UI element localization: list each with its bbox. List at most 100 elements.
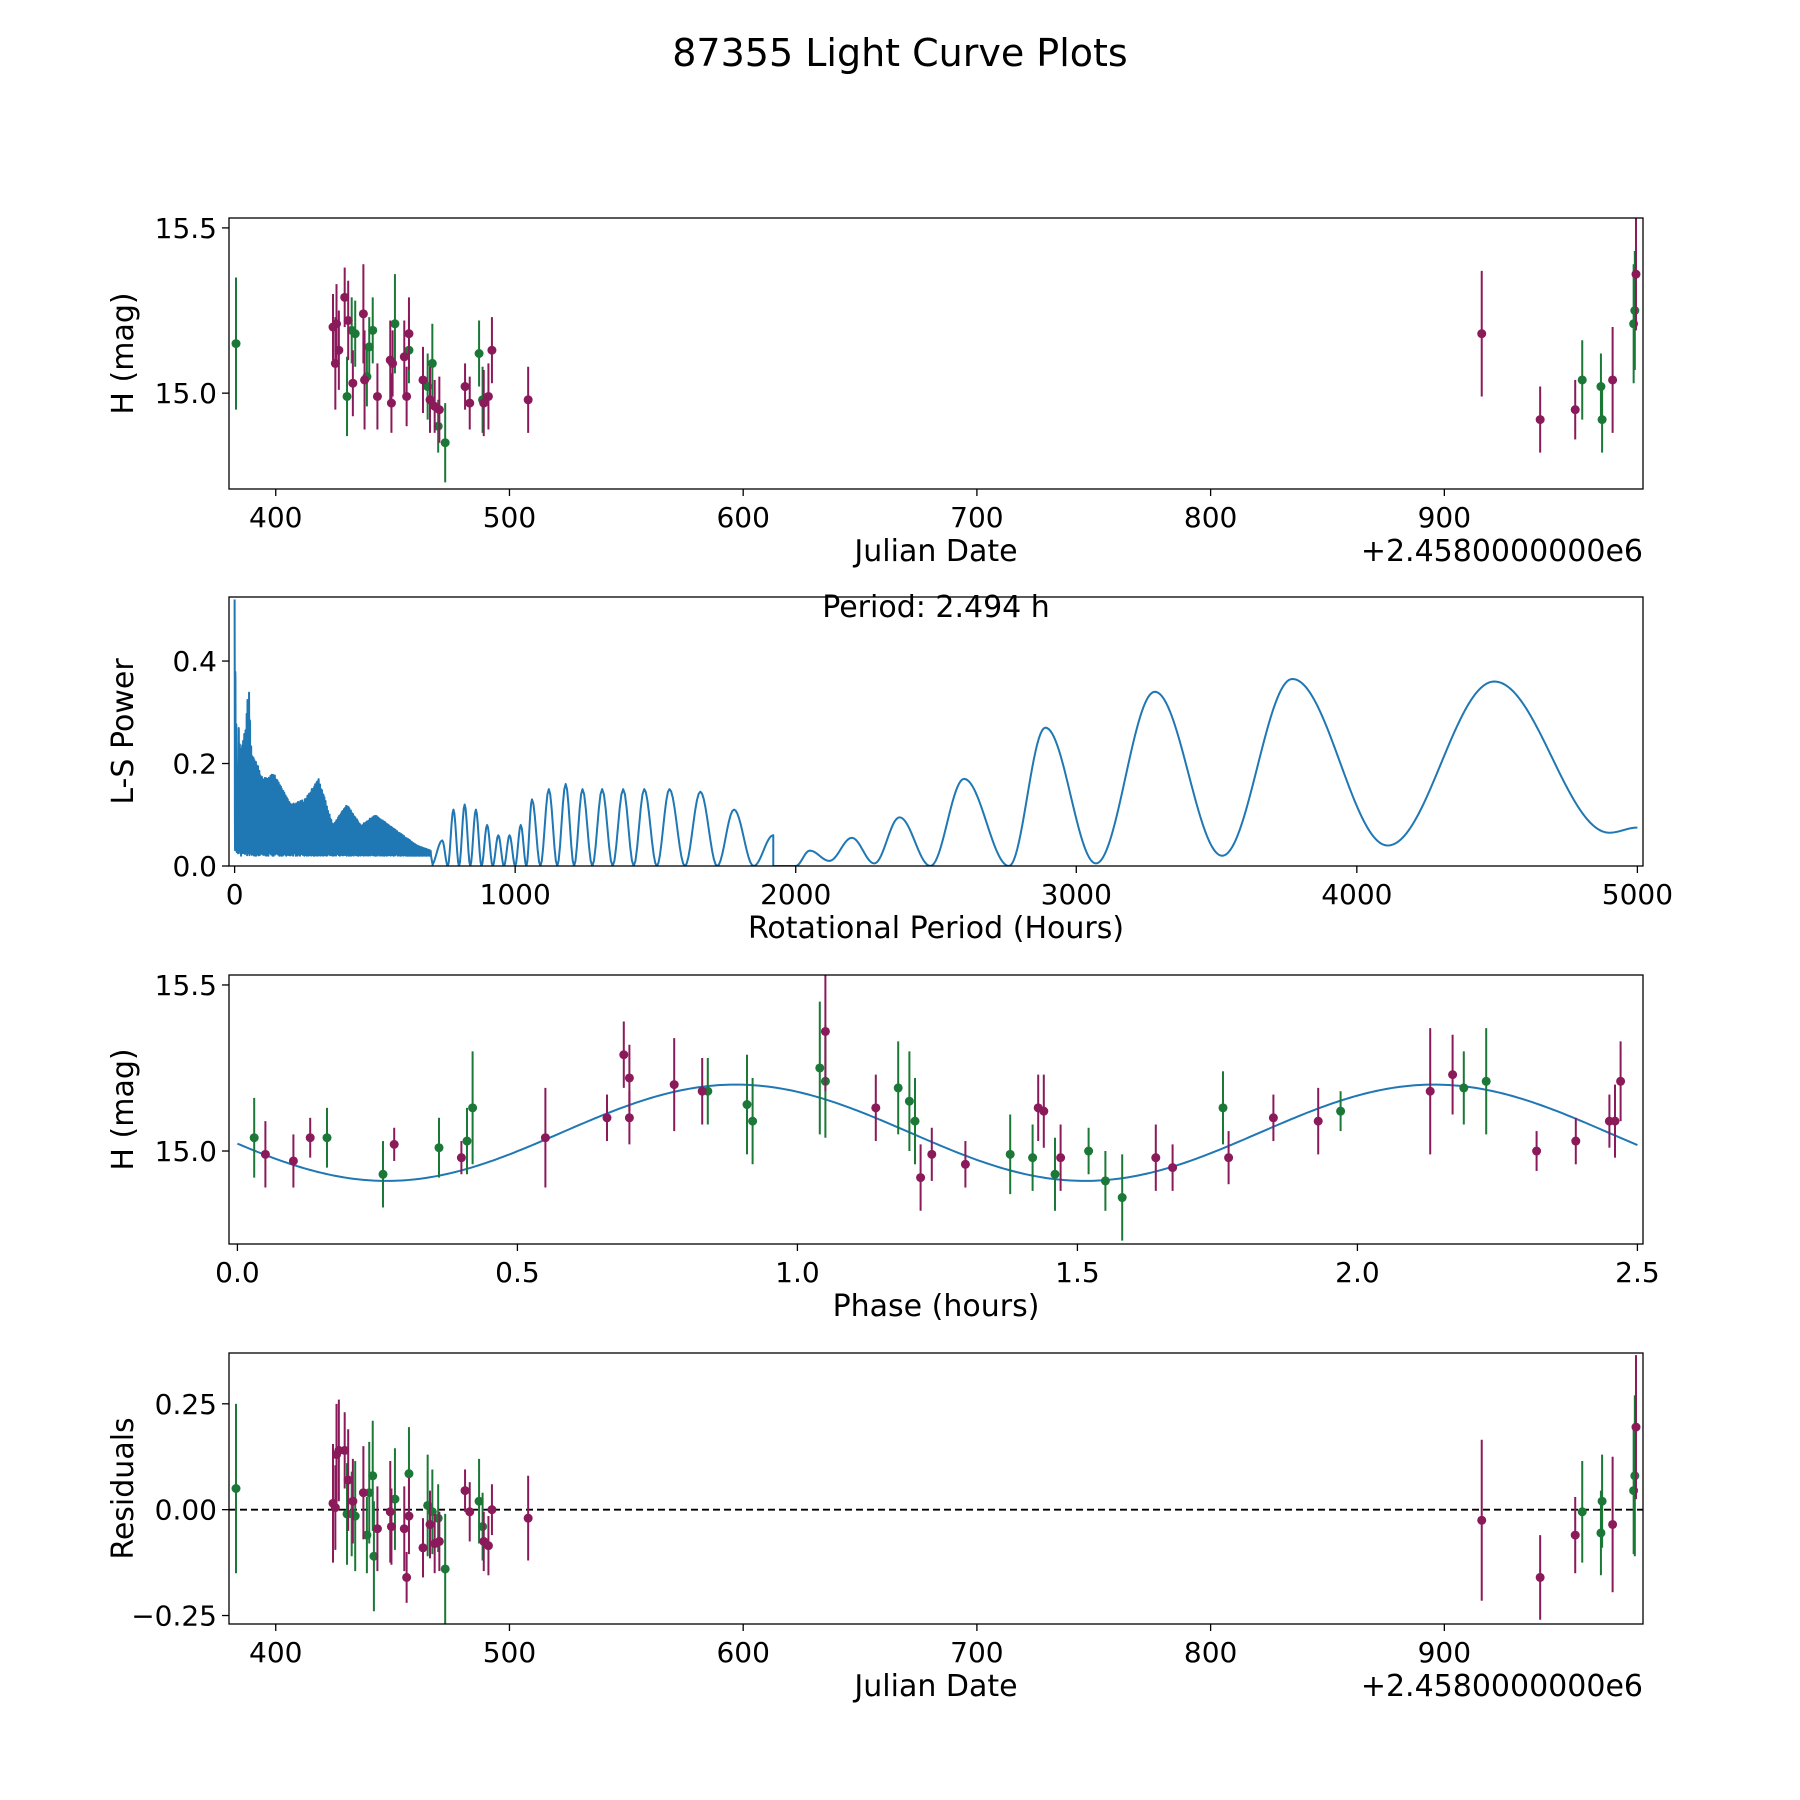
data-point xyxy=(523,1513,533,1523)
data-point xyxy=(249,1133,259,1143)
x-tick-label: 700 xyxy=(950,501,1003,534)
x-tick-label: 0 xyxy=(226,878,244,911)
x-tick-label: 600 xyxy=(716,1636,769,1669)
data-point xyxy=(871,1103,881,1113)
plot-frame xyxy=(228,1352,1644,1625)
data-point xyxy=(465,398,475,408)
data-point xyxy=(523,395,533,405)
x-offset-text: +2.4580000000e6 xyxy=(1361,1669,1643,1704)
x-tick-label: 1000 xyxy=(480,878,551,911)
data-point xyxy=(440,1564,450,1574)
data-point xyxy=(340,292,350,302)
data-point xyxy=(386,1522,396,1532)
data-point xyxy=(624,1073,634,1083)
data-point xyxy=(402,391,412,401)
data-point xyxy=(330,358,340,368)
data-point xyxy=(1616,1076,1626,1086)
data-point xyxy=(360,375,370,385)
data-point xyxy=(468,1103,478,1113)
data-point xyxy=(1151,1153,1161,1163)
data-point xyxy=(904,1096,914,1106)
y-tick-label: 0.00 xyxy=(155,1494,217,1527)
data-point xyxy=(1596,1528,1606,1538)
x-tick-label: 600 xyxy=(716,501,769,534)
x-tick-label: 2.0 xyxy=(1335,1256,1380,1289)
x-tick-label: 800 xyxy=(1184,501,1237,534)
data-point xyxy=(1631,269,1641,279)
data-point xyxy=(433,421,443,431)
data-point xyxy=(1039,1106,1049,1116)
data-point xyxy=(479,398,489,408)
y-tick-label: 15.5 xyxy=(155,212,217,245)
data-point xyxy=(1610,1116,1620,1126)
data-point xyxy=(322,1133,332,1143)
x-tick-label: 2.5 xyxy=(1615,1256,1660,1289)
data-point xyxy=(1532,1146,1542,1156)
data-point xyxy=(389,1139,399,1149)
data-point xyxy=(893,1083,903,1093)
data-point xyxy=(474,1496,484,1506)
x-tick-label: 400 xyxy=(249,1636,302,1669)
data-point xyxy=(1570,1530,1580,1540)
lightcurve-panel: 400 500 600 700 800 900 15.0 15.5 Julian Date H (… xyxy=(106,212,1655,569)
data-point xyxy=(1084,1146,1094,1156)
data-point xyxy=(1596,382,1606,392)
y-tick-label: 15.0 xyxy=(155,1135,217,1168)
data-point xyxy=(487,345,497,355)
data-point xyxy=(1646,346,1655,355)
x-tick-label: 900 xyxy=(1418,501,1471,534)
data-point xyxy=(460,382,470,392)
data-point xyxy=(433,1513,443,1523)
data-point xyxy=(440,438,450,448)
data-point xyxy=(404,329,414,339)
data-point xyxy=(343,315,353,325)
data-point xyxy=(916,1173,926,1183)
data-point xyxy=(1630,306,1640,316)
data-point xyxy=(1336,1106,1346,1116)
data-point xyxy=(1056,1153,1066,1163)
data-point xyxy=(1535,1572,1545,1582)
data-point xyxy=(1168,1163,1178,1173)
data-point xyxy=(1535,415,1545,425)
y-axis-label: Residuals xyxy=(106,1417,141,1559)
data-point xyxy=(1571,1136,1581,1146)
data-point xyxy=(462,1136,472,1146)
x-tick-label: 3000 xyxy=(1041,878,1112,911)
data-point xyxy=(1050,1169,1060,1179)
x-tick-label: 900 xyxy=(1418,1636,1471,1669)
data-point xyxy=(390,319,400,329)
data-layer xyxy=(231,1355,1641,1624)
x-tick-label: 1.0 xyxy=(775,1256,820,1289)
data-point xyxy=(1459,1083,1469,1093)
data-point xyxy=(368,1471,378,1481)
data-point xyxy=(399,1524,409,1534)
figure-title: 87355 Light Curve Plots xyxy=(672,31,1127,75)
data-point xyxy=(434,1143,444,1153)
data-point xyxy=(602,1113,612,1123)
x-tick-label: 400 xyxy=(249,501,302,534)
periodogram-line xyxy=(233,599,1638,866)
y-tick-label: 15.5 xyxy=(155,969,217,1002)
data-point xyxy=(434,405,444,415)
x-axis-label: Rotational Period (Hours) xyxy=(748,911,1124,946)
data-point xyxy=(619,1050,629,1060)
data-point xyxy=(358,1488,368,1498)
data-point xyxy=(348,1496,358,1506)
data-point xyxy=(418,375,428,385)
x-tick-label: 500 xyxy=(483,501,536,534)
data-point xyxy=(425,1519,435,1529)
data-point xyxy=(330,1503,340,1513)
data-point xyxy=(372,1524,382,1534)
data-point xyxy=(1630,1471,1640,1481)
data-point xyxy=(742,1100,752,1110)
data-point xyxy=(358,309,368,319)
data-point xyxy=(372,391,382,401)
data-point xyxy=(350,329,360,339)
data-point xyxy=(1477,1515,1487,1525)
x-tick-label: 800 xyxy=(1184,1636,1237,1669)
data-point xyxy=(748,1116,758,1126)
data-point xyxy=(1028,1153,1038,1163)
data-layer xyxy=(249,975,1626,1241)
x-tick-label: 2000 xyxy=(760,878,831,911)
